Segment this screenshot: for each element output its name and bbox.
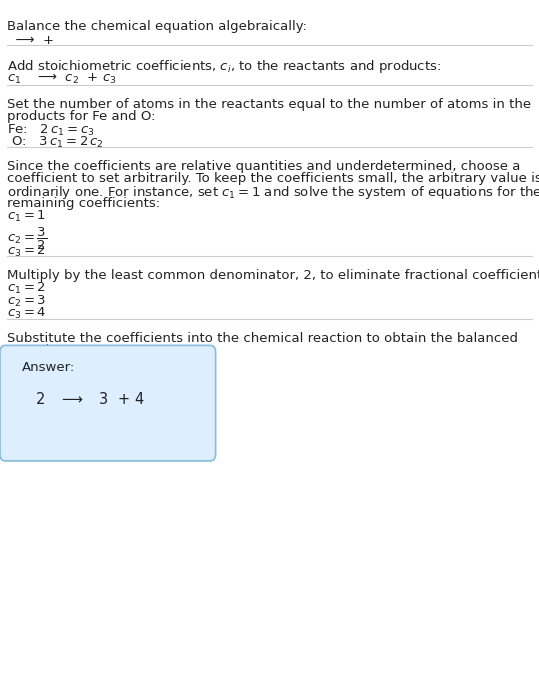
Text: $c_1 = 1$: $c_1 = 1$ <box>7 209 46 224</box>
Text: ⟶  +: ⟶ + <box>7 34 54 47</box>
Text: Multiply by the least common denominator, 2, to eliminate fractional coefficient: Multiply by the least common denominator… <box>7 269 539 282</box>
Text: $c_1 = 2$: $c_1 = 2$ <box>7 281 46 297</box>
Text: $c_3 = 2$: $c_3 = 2$ <box>7 244 46 259</box>
FancyBboxPatch shape <box>0 345 216 461</box>
Text: Fe:   $2\,c_1 = c_3$: Fe: $2\,c_1 = c_3$ <box>7 122 95 138</box>
Text: $2$   $\longrightarrow$   $3$  $+$ $4$: $2$ $\longrightarrow$ $3$ $+$ $4$ <box>35 391 145 407</box>
Text: Set the number of atoms in the reactants equal to the number of atoms in the: Set the number of atoms in the reactants… <box>7 98 531 111</box>
Text: $c_1$    ⟶  $c_2$  + $c_3$: $c_1$ ⟶ $c_2$ + $c_3$ <box>7 72 116 86</box>
Text: Answer:: Answer: <box>22 361 75 374</box>
Text: Substitute the coefficients into the chemical reaction to obtain the balanced: Substitute the coefficients into the che… <box>7 332 518 345</box>
Text: ordinarily one. For instance, set $c_1 = 1$ and solve the system of equations fo: ordinarily one. For instance, set $c_1 =… <box>7 184 539 202</box>
Text: $c_2 = \dfrac{3}{2}$: $c_2 = \dfrac{3}{2}$ <box>7 226 47 252</box>
Text: equation:: equation: <box>7 344 71 357</box>
Text: Since the coefficients are relative quantities and underdetermined, choose a: Since the coefficients are relative quan… <box>7 160 520 173</box>
Text: O:   $3\,c_1 = 2\,c_2$: O: $3\,c_1 = 2\,c_2$ <box>7 135 104 150</box>
Text: $c_2 = 3$: $c_2 = 3$ <box>7 294 46 309</box>
Text: $c_3 = 4$: $c_3 = 4$ <box>7 306 46 321</box>
Text: products for Fe and O:: products for Fe and O: <box>7 110 156 123</box>
Text: remaining coefficients:: remaining coefficients: <box>7 197 160 210</box>
Text: Balance the chemical equation algebraically:: Balance the chemical equation algebraica… <box>7 20 307 33</box>
Text: coefficient to set arbitrarily. To keep the coefficients small, the arbitrary va: coefficient to set arbitrarily. To keep … <box>7 172 539 185</box>
Text: Add stoichiometric coefficients, $c_i$, to the reactants and products:: Add stoichiometric coefficients, $c_i$, … <box>7 58 441 76</box>
